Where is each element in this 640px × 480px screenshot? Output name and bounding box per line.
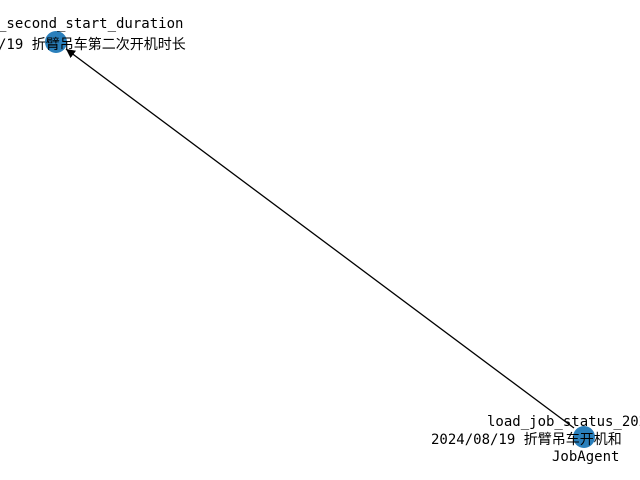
node-label-line: /19 折臂吊车第二次开机时长 [0,36,186,53]
node-circle[interactable] [45,31,67,53]
node-label-line: _second_start_duration [0,16,183,32]
node-label-line: load_job_status_202 [487,414,640,430]
node-circle[interactable] [573,426,595,448]
edge-load-job-status-to-second-start-duration [65,48,575,429]
node-load-job-status[interactable]: load_job_status_202 2024/08/19 折臂吊车开机和 J… [431,414,640,465]
node-label-line: 2024/08/19 折臂吊车开机和 [431,431,622,448]
node-second-start-duration[interactable]: _second_start_duration /19 折臂吊车第二次开机时长 [0,16,186,53]
node-label-line: JobAgent [552,449,619,465]
